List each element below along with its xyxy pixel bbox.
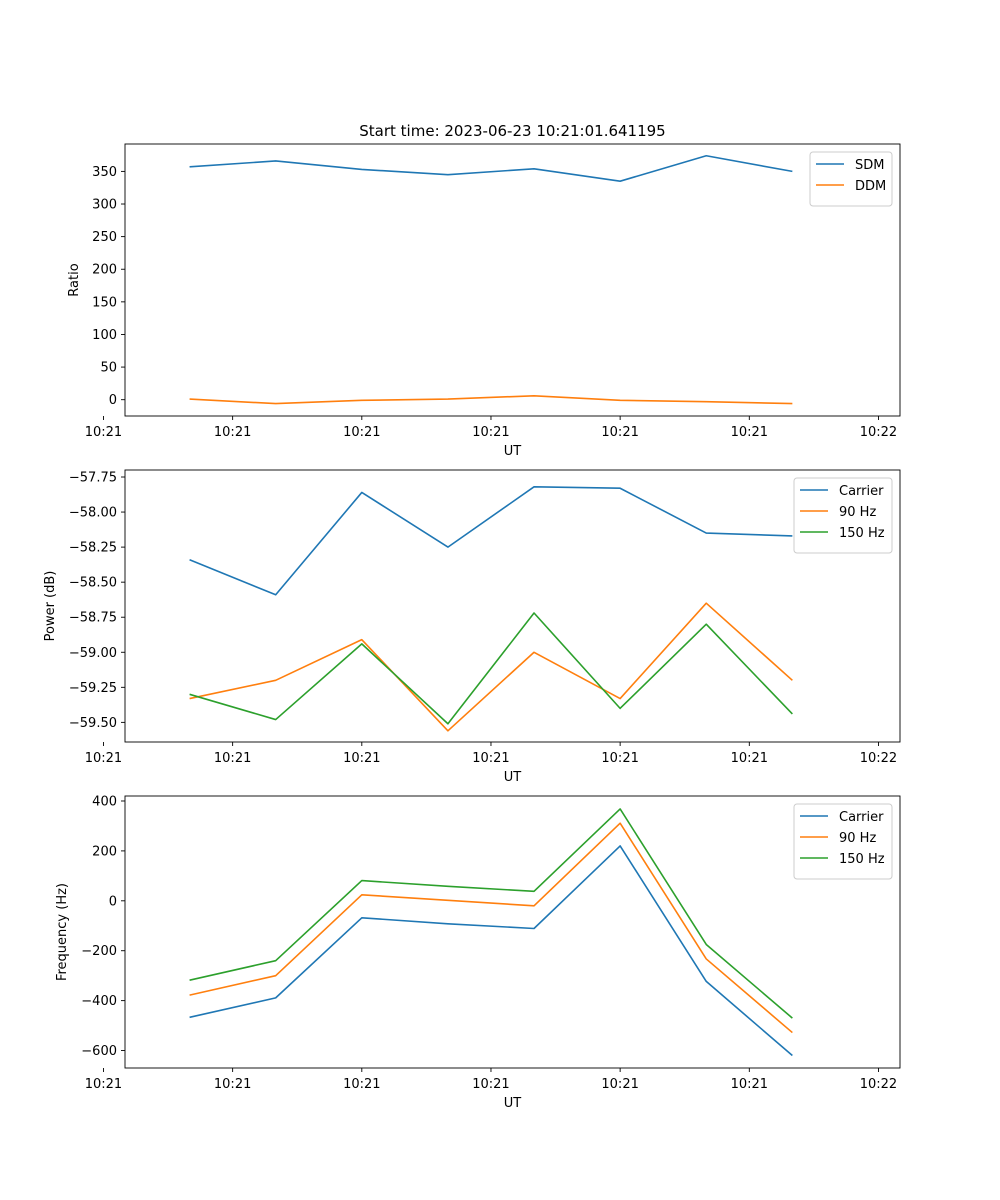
panel-1-y-tick-label: 150	[92, 295, 117, 310]
panel-3-series-line-2	[189, 822, 793, 1034]
panel-3-axes-frame	[124, 795, 901, 1069]
panel-2-series-line-2	[189, 602, 793, 732]
panel-1-y-tick-label: 0	[109, 393, 117, 408]
panel-1-legend-box	[809, 151, 893, 207]
panel-2-y-axis-label: Power (dB)	[43, 571, 58, 642]
panel-2-y-tick-label: −58.25	[69, 541, 117, 556]
panel-1-x-tick-label: 10:21	[343, 425, 380, 440]
panel-2-x-tick-label: 10:21	[731, 751, 768, 766]
panel-2-axes-frame	[124, 469, 901, 743]
panel-3-legend-label-3: 150 Hz	[839, 852, 885, 867]
panel-3: 10:21 10:21 10:21 10:21 10:21 10:21 10:22 −600 −…	[55, 794, 901, 1111]
panel-3-x-tick-label: 10:21	[472, 1077, 509, 1092]
panel-1-x-tick-label: 10:22	[860, 425, 897, 440]
panel-3-series-line-3	[189, 808, 793, 1019]
panel-3-x-tick-label: 10:21	[214, 1077, 251, 1092]
panel-2-series-line-1	[189, 486, 793, 596]
panel-2-x-tick-label: 10:21	[85, 751, 122, 766]
panel-1-y-tick-label: 100	[92, 328, 117, 343]
panel-3-x-tick-label: 10:21	[343, 1077, 380, 1092]
panel-1-series-line-2	[189, 394, 793, 405]
panel-2-legend-box	[793, 477, 893, 554]
panel-1-x-tick-label: 10:21	[601, 425, 638, 440]
panel-2-y-tick-label: −59.50	[69, 716, 117, 731]
panel-2-legend-label-1: Carrier	[839, 484, 884, 499]
panel-3-series-line-1	[189, 845, 793, 1057]
panel-1-legend: SDM DDM	[809, 151, 893, 207]
panel-2-x-tick-label: 10:21	[214, 751, 251, 766]
panel-1-y-tick-label: 200	[92, 263, 117, 278]
panel-2-legend: Carrier 90 Hz 150 Hz	[793, 477, 893, 554]
panel-3-legend-label-1: Carrier	[839, 810, 884, 825]
panel-1-legend-label-2: DDM	[855, 179, 886, 194]
panel-3-legend-box	[793, 803, 893, 880]
panel-1-axes-frame	[124, 143, 901, 417]
panel-2-x-tick-label: 10:22	[860, 751, 897, 766]
panels: 10:21 10:21 10:21 10:21 10:21 10:21 10:22 0 50 10…	[43, 143, 901, 1111]
panel-3-y-tick-label: −400	[81, 994, 117, 1009]
panel-1-x-tick-label: 10:21	[85, 425, 122, 440]
panel-2-y-tick-label: −59.25	[69, 681, 117, 696]
panel-1-y-tick-label: 300	[92, 198, 117, 213]
panel-1-y-tick-label: 250	[92, 230, 117, 245]
panel-3-y-axis-label: Frequency (Hz)	[55, 883, 70, 981]
panel-3-x-tick-label: 10:21	[85, 1077, 122, 1092]
panel-1-legend-label-1: SDM	[855, 158, 884, 173]
panel-2-y-tick-label: −58.50	[69, 576, 117, 591]
panel-1-x-tick-label: 10:21	[214, 425, 251, 440]
panel-3-y-tick-label: 400	[92, 794, 117, 809]
panel-2-legend-label-3: 150 Hz	[839, 526, 885, 541]
panel-1-y-tick-label: 350	[92, 165, 117, 180]
panel-3-y-tick-label: 200	[92, 844, 117, 859]
panel-3-x-tick-label: 10:21	[731, 1077, 768, 1092]
panel-2-y-tick-label: −58.75	[69, 611, 117, 626]
panel-2-series-line-3	[189, 612, 793, 725]
panel-3-y-tick-label: 0	[109, 894, 117, 909]
panel-1-x-tick-label: 10:21	[731, 425, 768, 440]
panel-1-y-axis-label: Ratio	[67, 263, 82, 296]
panel-1: 10:21 10:21 10:21 10:21 10:21 10:21 10:22 0 50 10…	[67, 143, 901, 459]
panel-3-x-tick-label: 10:21	[601, 1077, 638, 1092]
panel-2-y-tick-label: −58.00	[69, 506, 117, 521]
panel-2-y-tick-label: −59.00	[69, 646, 117, 661]
panel-3-y-tick-label: −200	[81, 944, 117, 959]
panel-3-x-axis-label: UT	[504, 1096, 522, 1111]
panel-3-y-tick-label: −600	[81, 1044, 117, 1059]
panel-2-x-tick-label: 10:21	[601, 751, 638, 766]
panel-3-legend: Carrier 90 Hz 150 Hz	[793, 803, 893, 880]
figure-title: Start time: 2023-06-23 10:21:01.641195	[359, 122, 665, 140]
panel-1-x-tick-label: 10:21	[472, 425, 509, 440]
panel-2: 10:21 10:21 10:21 10:21 10:21 10:21 10:22 −57.7…	[43, 469, 901, 785]
panel-3-x-tick-label: 10:22	[860, 1077, 897, 1092]
panel-1-y-tick-label: 50	[100, 361, 117, 376]
panel-2-x-tick-label: 10:21	[343, 751, 380, 766]
panel-2-x-tick-label: 10:21	[472, 751, 509, 766]
panel-1-x-axis-label: UT	[504, 444, 522, 459]
panel-2-y-tick-label: −57.75	[69, 471, 117, 486]
panel-2-x-axis-label: UT	[504, 770, 522, 785]
panel-3-legend-label-2: 90 Hz	[839, 831, 876, 846]
panel-2-legend-label-2: 90 Hz	[839, 505, 876, 520]
panel-1-series-line-1	[189, 154, 793, 182]
